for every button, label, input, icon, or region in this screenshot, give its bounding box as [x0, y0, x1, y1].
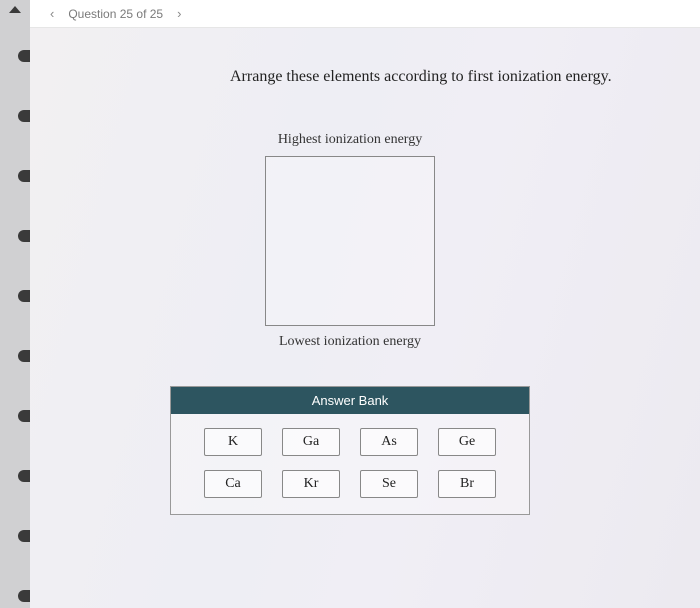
element-chip[interactable]: Br [438, 470, 496, 498]
question-prompt: Arrange these elements according to firs… [230, 68, 670, 86]
rank-bottom-label: Lowest ionization energy [265, 334, 435, 350]
tab-indicator-icon[interactable] [18, 110, 30, 122]
ranking-widget: Highest ionization energy Lowest ionizat… [265, 124, 435, 358]
prev-question-button[interactable]: ‹ [50, 6, 54, 21]
element-chip[interactable]: Ca [204, 470, 262, 498]
question-counter: Question 25 of 25 [68, 7, 163, 21]
main-content: ‹ Question 25 of 25 › Arrange these elem… [30, 0, 700, 608]
rank-top-label: Highest ionization energy [265, 132, 435, 148]
tab-indicator-icon[interactable] [18, 230, 30, 242]
element-chip[interactable]: Ge [438, 428, 496, 456]
question-body: Arrange these elements according to firs… [30, 28, 700, 515]
element-chip[interactable]: Se [360, 470, 418, 498]
left-tab-strip [0, 0, 30, 608]
answer-bank-header: Answer Bank [171, 387, 529, 414]
tab-indicator-icon[interactable] [18, 410, 30, 422]
tab-indicator-icon[interactable] [18, 50, 30, 62]
tab-indicator-icon[interactable] [18, 590, 30, 602]
tab-indicator-icon[interactable] [18, 470, 30, 482]
element-chip[interactable]: K [204, 428, 262, 456]
rank-drop-zone[interactable] [265, 156, 435, 326]
tab-indicator-icon[interactable] [18, 170, 30, 182]
element-chip[interactable]: Kr [282, 470, 340, 498]
tab-indicator-icon[interactable] [18, 530, 30, 542]
tab-indicator-icon[interactable] [18, 290, 30, 302]
element-chip[interactable]: As [360, 428, 418, 456]
tab-indicator-icon[interactable] [18, 350, 30, 362]
collapse-arrow-icon[interactable] [9, 6, 21, 13]
question-nav-bar: ‹ Question 25 of 25 › [30, 0, 700, 28]
next-question-button[interactable]: › [177, 6, 181, 21]
answer-bank-body: K Ga As Ge Ca Kr Se Br [171, 414, 529, 514]
answer-bank: Answer Bank K Ga As Ge Ca Kr Se Br [170, 386, 530, 515]
element-chip[interactable]: Ga [282, 428, 340, 456]
